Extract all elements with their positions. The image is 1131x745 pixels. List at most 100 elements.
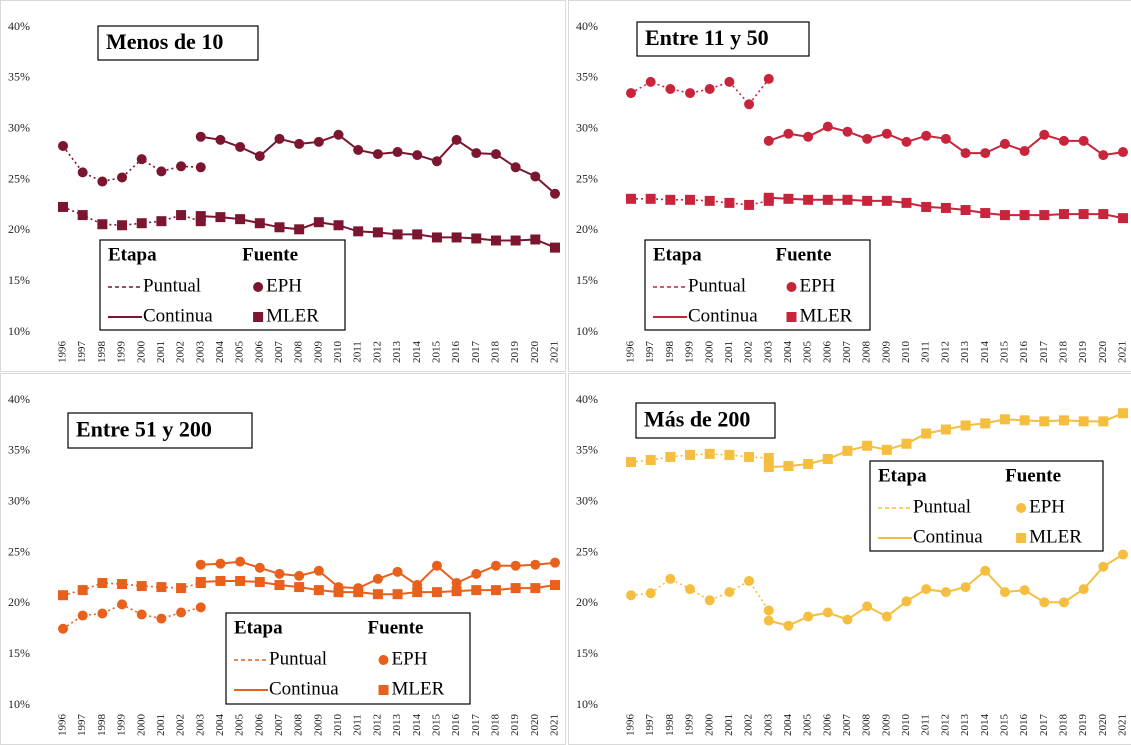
- x-tick-label: 1996: [57, 714, 69, 737]
- point: [704, 195, 715, 206]
- point: [550, 557, 560, 568]
- point: [176, 607, 187, 618]
- x-tick-label: 1997: [76, 341, 88, 364]
- point: [451, 586, 462, 597]
- legend-swatch: [786, 312, 797, 322]
- x-tick-label: 2013: [391, 341, 403, 364]
- panel-border: [568, 0, 1131, 372]
- point: [176, 210, 187, 221]
- point: [58, 201, 68, 212]
- x-tick-label: 2002: [175, 714, 187, 736]
- legend-swatch: [1016, 533, 1027, 543]
- y-tick-label: 35%: [8, 443, 30, 457]
- point: [1019, 146, 1030, 157]
- point: [156, 166, 167, 177]
- x-tick-label: 2016: [450, 714, 462, 737]
- y-tick-label: 30%: [576, 493, 598, 507]
- legend-title: Etapa: [878, 465, 927, 486]
- point: [940, 133, 951, 144]
- x-tick-label: 1998: [96, 341, 108, 364]
- x-tick-label: 1999: [116, 714, 128, 737]
- point: [980, 418, 991, 429]
- point: [685, 88, 696, 99]
- x-tick-label: 1996: [625, 341, 637, 364]
- legend-box: [644, 239, 871, 331]
- point: [235, 141, 246, 152]
- point: [1019, 585, 1030, 596]
- x-tick-label: 2009: [880, 341, 892, 364]
- point: [235, 214, 246, 225]
- point: [156, 216, 167, 227]
- point: [665, 451, 676, 462]
- point: [960, 205, 971, 215]
- point: [117, 220, 128, 231]
- point: [1039, 210, 1050, 221]
- x-tick-label: 1997: [76, 714, 88, 737]
- point: [550, 242, 560, 253]
- legend-label: MLER: [800, 305, 853, 326]
- point: [1019, 415, 1030, 426]
- x-tick-label: 2019: [509, 341, 521, 364]
- title-box: [636, 21, 810, 57]
- point: [550, 580, 560, 591]
- legend-title: Etapa: [234, 617, 283, 638]
- point: [235, 575, 246, 586]
- legend-label: EPH: [266, 275, 302, 296]
- point: [490, 560, 501, 571]
- point: [704, 448, 715, 459]
- legend-label: Puntual: [913, 496, 971, 517]
- x-tick-label: 2011: [352, 341, 364, 363]
- title-box: [97, 25, 259, 61]
- point: [665, 573, 676, 584]
- point: [235, 556, 246, 567]
- point: [372, 227, 383, 238]
- point: [999, 210, 1010, 221]
- x-tick-label: 2014: [411, 714, 423, 737]
- point: [803, 611, 814, 622]
- point: [1058, 209, 1069, 220]
- x-tick-label: 2011: [352, 714, 364, 736]
- point: [645, 76, 656, 87]
- x-tick-label: 2021: [549, 341, 561, 363]
- point: [960, 420, 971, 431]
- point: [744, 99, 755, 110]
- point: [940, 587, 951, 598]
- x-tick-label: 2018: [1057, 714, 1069, 737]
- point: [645, 588, 656, 599]
- x-tick-label: 2013: [959, 714, 971, 737]
- point: [530, 583, 541, 594]
- x-tick-label: 2006: [253, 341, 265, 364]
- x-tick-label: 1997: [644, 341, 656, 364]
- point: [58, 623, 68, 634]
- point: [136, 609, 147, 620]
- point: [960, 582, 971, 593]
- point: [136, 154, 147, 165]
- y-tick-label: 30%: [8, 493, 30, 507]
- chart-title: Entre 11 y 50: [645, 25, 769, 50]
- x-tick-label: 2009: [312, 714, 324, 737]
- x-tick-label: 2021: [1117, 714, 1129, 736]
- point: [901, 197, 912, 208]
- point: [999, 138, 1010, 149]
- point: [881, 611, 892, 622]
- point: [1058, 415, 1069, 426]
- point: [58, 140, 68, 151]
- point: [195, 216, 206, 227]
- point: [1118, 549, 1128, 560]
- point: [921, 428, 932, 439]
- point: [451, 232, 462, 243]
- panel: 10% 15% 20% 25% 30% 35% 40% 1996 1997 1998 1999 200…: [568, 0, 1131, 372]
- point: [392, 566, 403, 577]
- y-tick-label: 10%: [8, 324, 30, 338]
- x-tick-label: 2013: [391, 714, 403, 737]
- point: [665, 194, 676, 205]
- y-tick-label: 25%: [576, 171, 598, 185]
- x-tick-label: 2020: [1097, 714, 1109, 737]
- x-tick-label: 2003: [762, 714, 774, 737]
- point: [744, 199, 755, 210]
- x-tick-label: 2010: [332, 341, 344, 364]
- point: [294, 570, 305, 581]
- point: [645, 454, 656, 465]
- x-tick-label: 2018: [489, 340, 501, 363]
- y-tick-label: 40%: [8, 392, 30, 406]
